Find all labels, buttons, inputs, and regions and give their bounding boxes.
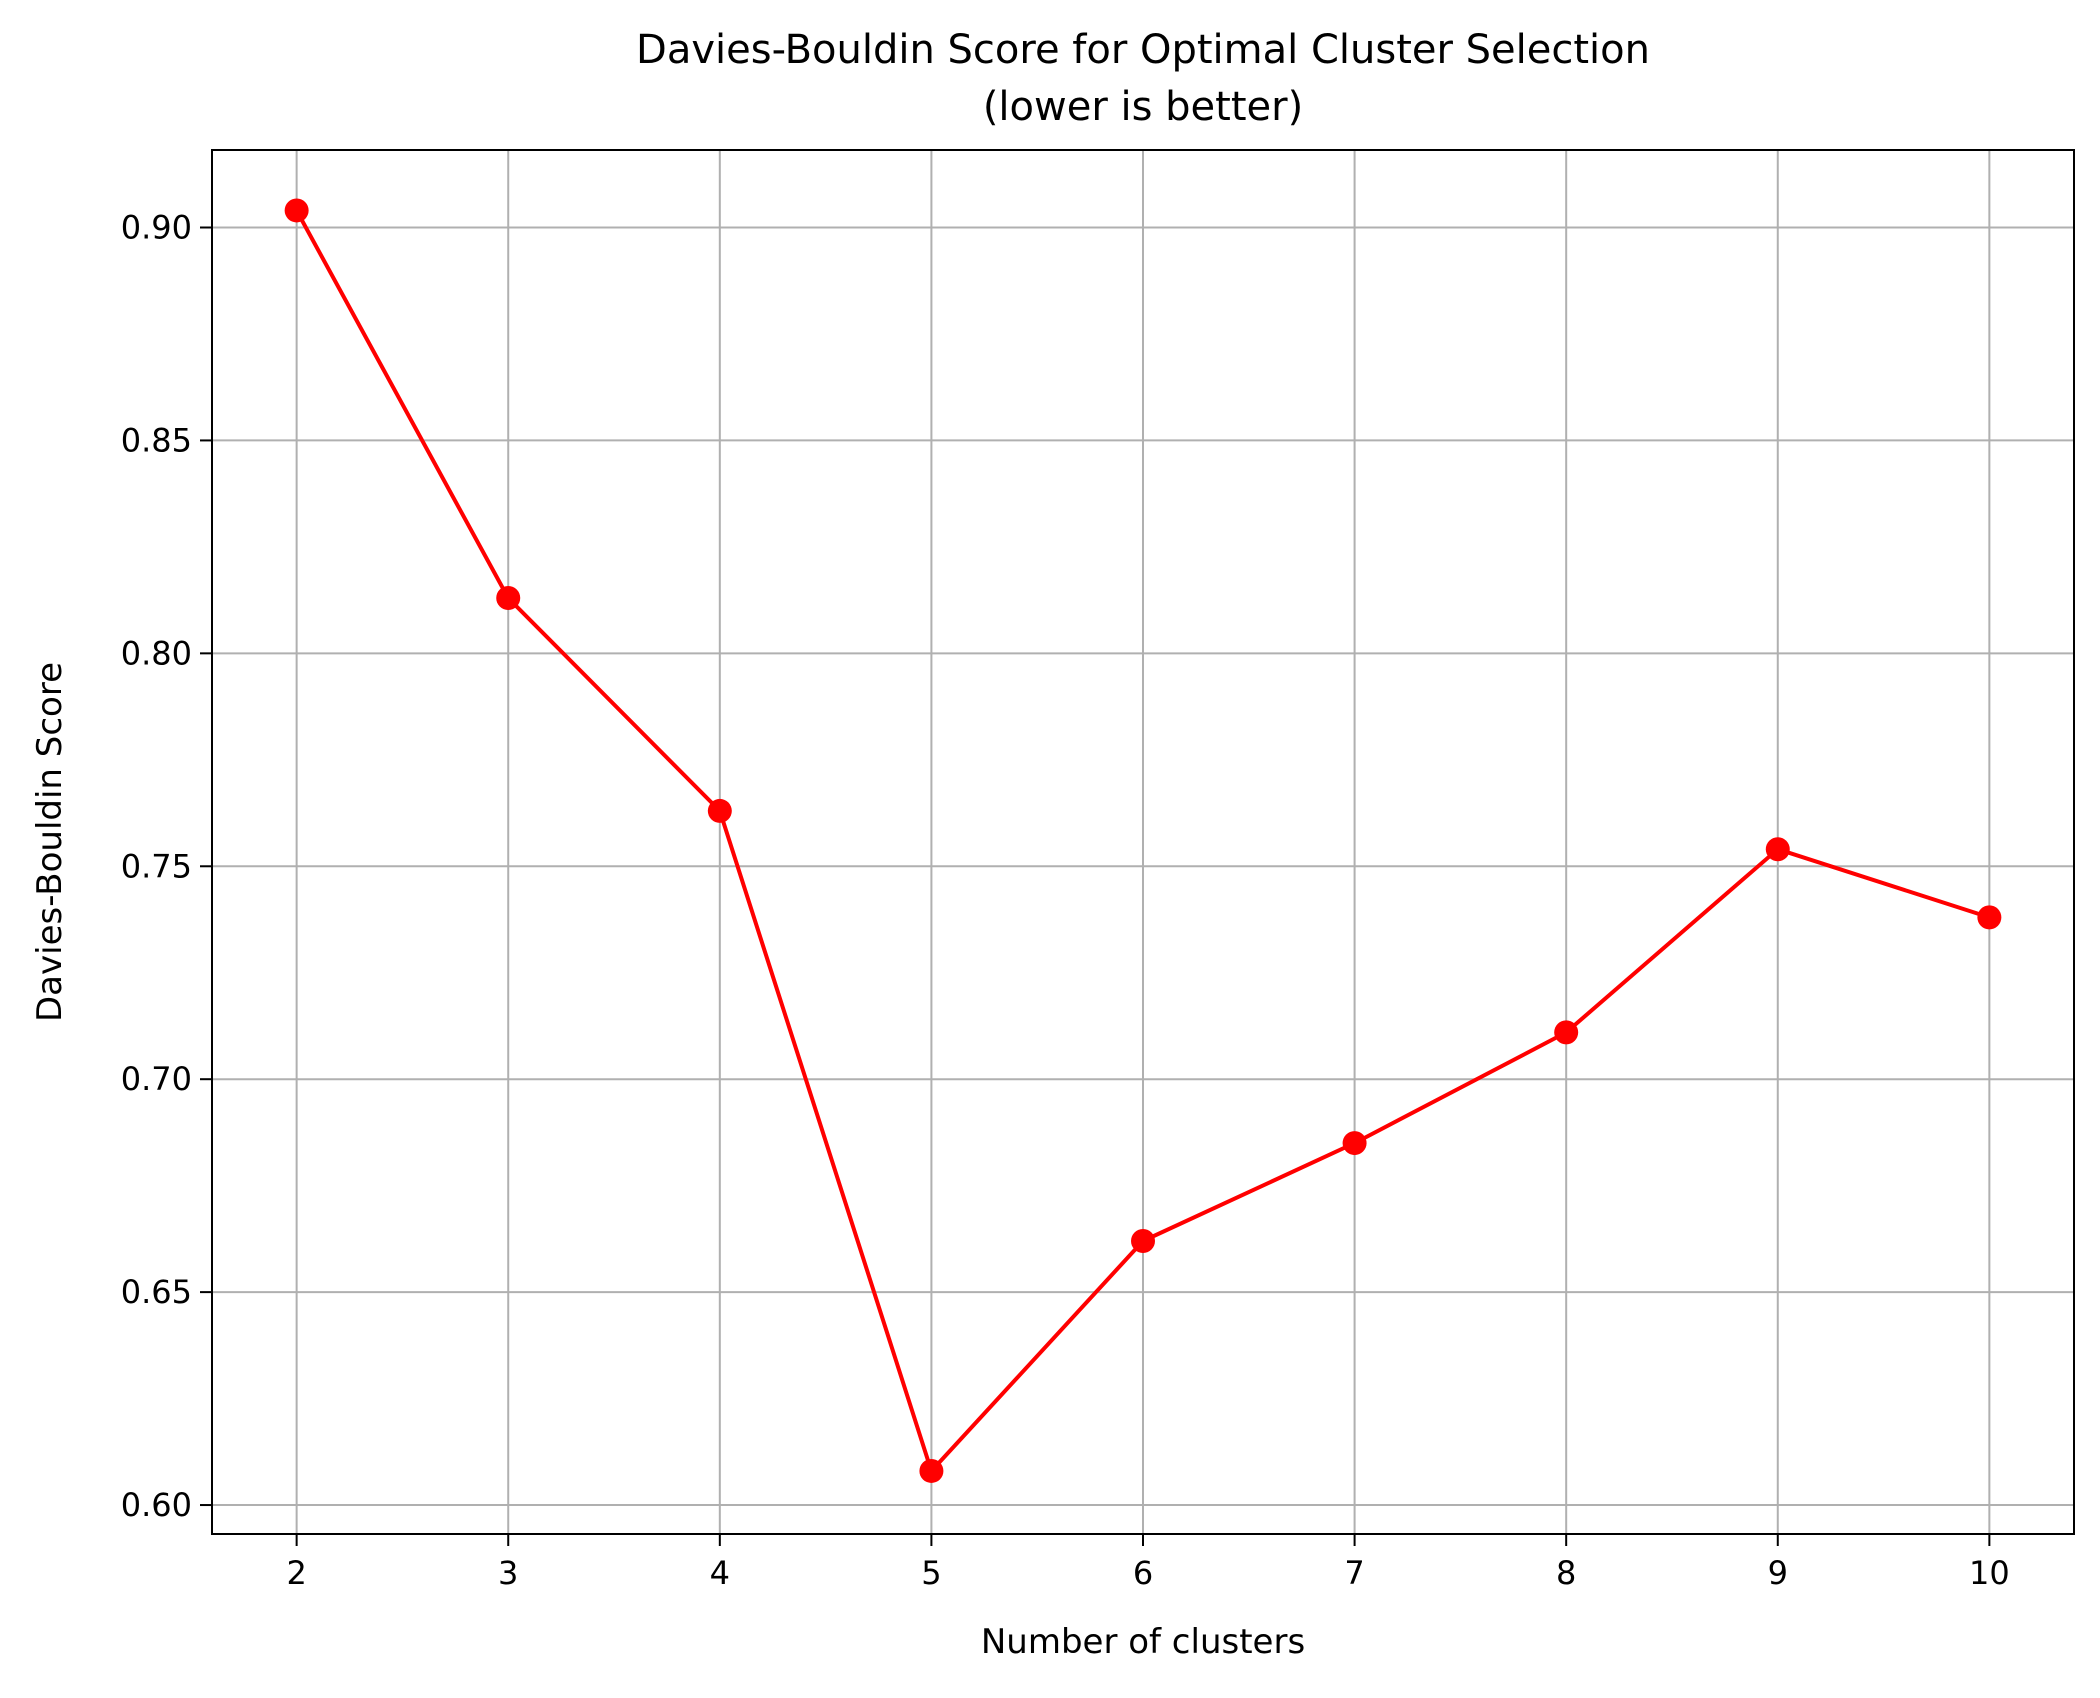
- grid-lines: [212, 150, 2074, 1534]
- data-point: [707, 798, 732, 823]
- y-tick-label: 0.75: [121, 847, 192, 885]
- x-axis-ticks: 2 3 4 5 6 7 8 9 10: [286, 1534, 2010, 1592]
- data-point: [496, 585, 521, 610]
- data-point: [1131, 1229, 1155, 1254]
- data-point: [1554, 1020, 1579, 1045]
- data-point: [1342, 1131, 1367, 1156]
- y-tick-label: 0.70: [121, 1060, 192, 1098]
- y-tick-label: 0.60: [121, 1486, 192, 1524]
- data-points: [284, 198, 2002, 1483]
- x-tick-label: 9: [1768, 1554, 1788, 1592]
- x-tick-label: 5: [921, 1554, 941, 1592]
- data-point: [1977, 905, 2002, 930]
- x-tick-label: 6: [1133, 1554, 1153, 1592]
- data-point: [284, 198, 309, 223]
- chart-subtitle: (lower is better): [983, 84, 1303, 130]
- x-tick-label: 10: [1969, 1554, 2010, 1592]
- x-tick-label: 8: [1556, 1554, 1576, 1592]
- x-tick-label: 3: [498, 1554, 518, 1592]
- y-axis-ticks: 0.60 0.65 0.70 0.75 0.80 0.85 0.90: [121, 209, 212, 1524]
- x-tick-label: 2: [286, 1554, 306, 1592]
- y-tick-label: 0.85: [121, 421, 192, 459]
- y-tick-label: 0.65: [121, 1273, 192, 1311]
- x-tick-label: 7: [1344, 1554, 1364, 1592]
- x-axis-label: Number of clusters: [981, 1622, 1305, 1662]
- chart-title: Davies-Bouldin Score for Optimal Cluster…: [636, 27, 1650, 73]
- y-axis-label: Davies-Bouldin Score: [30, 662, 70, 1022]
- data-point: [1765, 837, 1790, 862]
- y-tick-label: 0.90: [121, 209, 192, 247]
- data-point: [919, 1458, 944, 1483]
- y-tick-label: 0.80: [121, 634, 192, 672]
- x-tick-label: 4: [710, 1554, 730, 1592]
